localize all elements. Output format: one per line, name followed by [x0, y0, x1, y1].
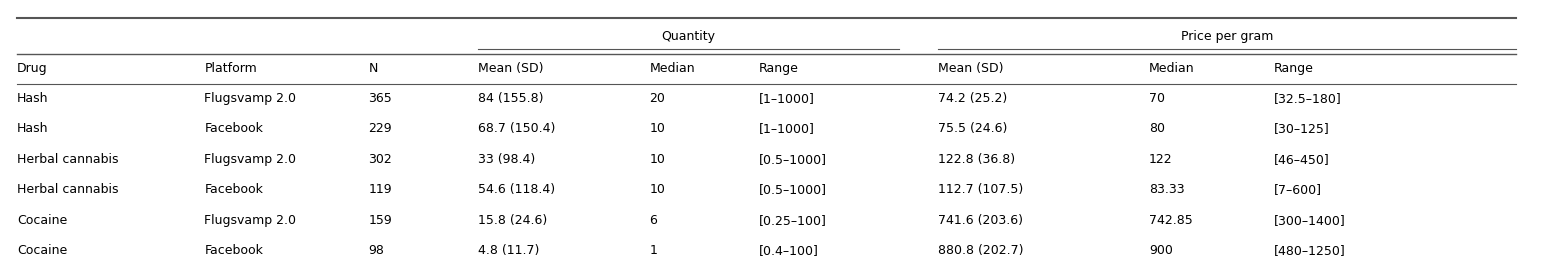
- Text: Flugsvamp 2.0: Flugsvamp 2.0: [205, 153, 296, 166]
- Text: 10: 10: [649, 153, 665, 166]
- Text: Flugsvamp 2.0: Flugsvamp 2.0: [205, 214, 296, 227]
- Text: Herbal cannabis: Herbal cannabis: [17, 183, 119, 196]
- Text: Herbal cannabis: Herbal cannabis: [17, 153, 119, 166]
- Text: Facebook: Facebook: [205, 122, 263, 135]
- Text: 1: 1: [649, 244, 657, 256]
- Text: 119: 119: [368, 183, 393, 196]
- Text: 74.2 (25.2): 74.2 (25.2): [938, 92, 1007, 105]
- Text: Facebook: Facebook: [205, 183, 263, 196]
- Text: 20: 20: [649, 92, 665, 105]
- Text: Range: Range: [759, 61, 799, 74]
- Text: Range: Range: [1273, 61, 1314, 74]
- Text: N: N: [368, 61, 377, 74]
- Text: 880.8 (202.7): 880.8 (202.7): [938, 244, 1023, 256]
- Text: [0.5–1000]: [0.5–1000]: [759, 183, 827, 196]
- Text: [32.5–180]: [32.5–180]: [1273, 92, 1342, 105]
- Text: 84 (155.8): 84 (155.8): [477, 92, 543, 105]
- Text: 742.85: 742.85: [1150, 214, 1193, 227]
- Text: 10: 10: [649, 122, 665, 135]
- Text: 302: 302: [368, 153, 393, 166]
- Text: [300–1400]: [300–1400]: [1273, 214, 1345, 227]
- Text: 33 (98.4): 33 (98.4): [477, 153, 535, 166]
- Text: 741.6 (203.6): 741.6 (203.6): [938, 214, 1023, 227]
- Text: 68.7 (150.4): 68.7 (150.4): [477, 122, 555, 135]
- Text: 54.6 (118.4): 54.6 (118.4): [477, 183, 555, 196]
- Text: 80: 80: [1150, 122, 1165, 135]
- Text: Quantity: Quantity: [662, 30, 715, 43]
- Text: Facebook: Facebook: [205, 244, 263, 256]
- Text: Median: Median: [649, 61, 694, 74]
- Text: Price per gram: Price per gram: [1181, 30, 1273, 43]
- Text: 75.5 (24.6): 75.5 (24.6): [938, 122, 1007, 135]
- Text: Median: Median: [1150, 61, 1195, 74]
- Text: Mean (SD): Mean (SD): [938, 61, 1004, 74]
- Text: 122.8 (36.8): 122.8 (36.8): [938, 153, 1015, 166]
- Text: [0.5–1000]: [0.5–1000]: [759, 153, 827, 166]
- Text: 15.8 (24.6): 15.8 (24.6): [477, 214, 547, 227]
- Text: 70: 70: [1150, 92, 1165, 105]
- Text: 365: 365: [368, 92, 393, 105]
- Text: Hash: Hash: [17, 122, 48, 135]
- Text: Cocaine: Cocaine: [17, 244, 67, 256]
- Text: Flugsvamp 2.0: Flugsvamp 2.0: [205, 92, 296, 105]
- Text: [480–1250]: [480–1250]: [1273, 244, 1345, 256]
- Text: 229: 229: [368, 122, 393, 135]
- Text: [1–1000]: [1–1000]: [759, 92, 815, 105]
- Text: 159: 159: [368, 214, 393, 227]
- Text: Hash: Hash: [17, 92, 48, 105]
- Text: [1–1000]: [1–1000]: [759, 122, 815, 135]
- Text: [7–600]: [7–600]: [1273, 183, 1322, 196]
- Text: 6: 6: [649, 214, 657, 227]
- Text: 900: 900: [1150, 244, 1173, 256]
- Text: [46–450]: [46–450]: [1273, 153, 1329, 166]
- Text: [30–125]: [30–125]: [1273, 122, 1329, 135]
- Text: 10: 10: [649, 183, 665, 196]
- Text: Platform: Platform: [205, 61, 256, 74]
- Text: 83.33: 83.33: [1150, 183, 1184, 196]
- Text: [0.4–100]: [0.4–100]: [759, 244, 818, 256]
- Text: Drug: Drug: [17, 61, 47, 74]
- Text: [0.25–100]: [0.25–100]: [759, 214, 826, 227]
- Text: 4.8 (11.7): 4.8 (11.7): [477, 244, 540, 256]
- Text: 98: 98: [368, 244, 385, 256]
- Text: Mean (SD): Mean (SD): [477, 61, 543, 74]
- Text: 122: 122: [1150, 153, 1173, 166]
- Text: 112.7 (107.5): 112.7 (107.5): [938, 183, 1023, 196]
- Text: Cocaine: Cocaine: [17, 214, 67, 227]
